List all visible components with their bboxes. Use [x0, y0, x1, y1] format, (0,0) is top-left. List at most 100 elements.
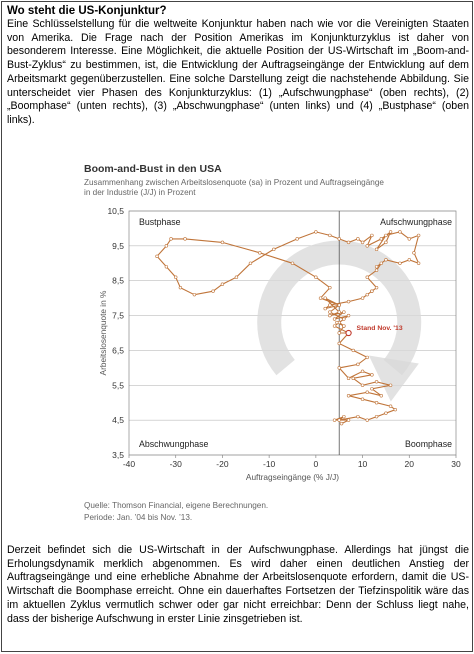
- data-point: [169, 237, 173, 241]
- x-tick-label: 20: [405, 459, 415, 469]
- data-point: [384, 240, 388, 245]
- quadrant-label-abschwung: Abschwungphase: [139, 439, 209, 449]
- data-point: [393, 407, 397, 412]
- data-point: [328, 285, 332, 290]
- x-tick-label: -20: [216, 459, 229, 469]
- data-point: [374, 401, 379, 405]
- data-point: [342, 324, 346, 328]
- data-point: [365, 355, 369, 360]
- data-point: [370, 289, 374, 293]
- y-tick-label: 8,5: [112, 276, 124, 286]
- y-tick-label: 4,5: [112, 415, 124, 425]
- quadrant-label-aufschwung: Aufschwungphase: [380, 217, 452, 227]
- y-tick-label: 9,5: [112, 241, 124, 251]
- outro-paragraph: Derzeit befindet sich die US-Wirtschaft …: [7, 544, 469, 625]
- data-point: [337, 341, 341, 346]
- x-tick-label: -30: [170, 459, 183, 469]
- data-point: [407, 237, 411, 241]
- data-point: [339, 421, 344, 426]
- data-point: [360, 296, 365, 300]
- data-point: [328, 233, 332, 238]
- chart-plot: 3,5 4,5 5,5 6,5 7,5 8,5 9,5 10,5 -40 -30 -20 -10 0 10…: [98, 206, 461, 482]
- data-point: [388, 230, 393, 234]
- data-point: [360, 397, 365, 401]
- data-point: [346, 376, 351, 381]
- data-point: [346, 240, 351, 245]
- data-point: [398, 261, 402, 265]
- data-point: [155, 254, 159, 259]
- data-point: [164, 265, 169, 269]
- data-point: [360, 240, 365, 245]
- y-tick-label: 7,5: [112, 311, 124, 321]
- data-point: [374, 380, 379, 384]
- data-point: [337, 366, 341, 370]
- data-point: [272, 247, 276, 252]
- data-point: [384, 411, 388, 415]
- data-point: [374, 247, 379, 252]
- page-heading: Wo steht die US-Konjunktur?: [7, 5, 167, 17]
- data-point: [365, 390, 369, 394]
- data-point: [351, 376, 355, 381]
- data-point: [314, 275, 318, 279]
- chart-source: Quelle: Thomson Financial, eigene Berech…: [84, 500, 268, 524]
- data-point: [290, 261, 295, 265]
- data-point: [379, 261, 383, 265]
- data-point: [220, 240, 225, 245]
- data-point: [351, 348, 355, 353]
- source-line: Quelle: Thomson Financial, eigene Berech…: [84, 501, 269, 510]
- data-point: [346, 394, 351, 398]
- data-point: [335, 320, 339, 325]
- data-point: [337, 310, 341, 314]
- data-point: [356, 362, 360, 367]
- data-point: [342, 310, 346, 314]
- data-point: [332, 418, 337, 422]
- intro-paragraph: Eine Schlüsselstellung für die weltweite…: [7, 18, 469, 126]
- data-point: [174, 275, 178, 279]
- data-point: [416, 233, 421, 238]
- data-point: [332, 317, 337, 321]
- data-point: [365, 275, 369, 279]
- x-tick-label: -40: [123, 459, 136, 469]
- y-tick-label: 5,5: [112, 380, 124, 390]
- data-point: [384, 258, 388, 262]
- data-point: [388, 383, 393, 387]
- x-tick-label: 0: [313, 459, 318, 469]
- data-point: [342, 414, 346, 419]
- data-point: [379, 394, 383, 398]
- x-tick-label: 10: [358, 459, 368, 469]
- data-point: [388, 404, 393, 408]
- data-point: [342, 317, 346, 321]
- quadrant-label-boom: Boomphase: [405, 439, 452, 449]
- x-tick-label: -10: [263, 459, 276, 469]
- x-axis-label: Auftragseingänge (% J/J): [246, 472, 339, 482]
- data-point: [346, 299, 351, 304]
- data-point: [346, 313, 351, 318]
- data-point: [365, 292, 369, 297]
- data-point: [164, 244, 169, 248]
- data-point: [295, 237, 299, 241]
- data-point: [370, 387, 374, 391]
- data-point: [337, 331, 341, 335]
- data-point: [258, 251, 262, 255]
- data-point: [346, 418, 351, 422]
- data-point: [318, 296, 323, 300]
- data-point: [412, 251, 416, 255]
- data-point: [365, 418, 369, 422]
- chart-subtitle: Zusammenhang zwischen Arbeitslosenquote …: [84, 178, 384, 197]
- data-point: [416, 261, 421, 265]
- data-point: [374, 414, 379, 419]
- y-tick-label: 10,5: [107, 206, 124, 216]
- period-line: Periode: Jan. ’04 bis Nov. ’13.: [84, 513, 193, 522]
- data-point: [356, 414, 360, 419]
- data-point: [374, 285, 379, 290]
- data-point: [178, 285, 183, 290]
- data-point: [337, 418, 341, 422]
- data-point: [234, 275, 239, 279]
- plot-frame: [128, 210, 457, 456]
- data-point: [356, 237, 360, 241]
- data-point: [365, 244, 369, 248]
- current-point-marker: [345, 329, 352, 337]
- y-tick-label: 6,5: [112, 345, 124, 355]
- quadrant-label-bust: Bustphase: [139, 217, 181, 227]
